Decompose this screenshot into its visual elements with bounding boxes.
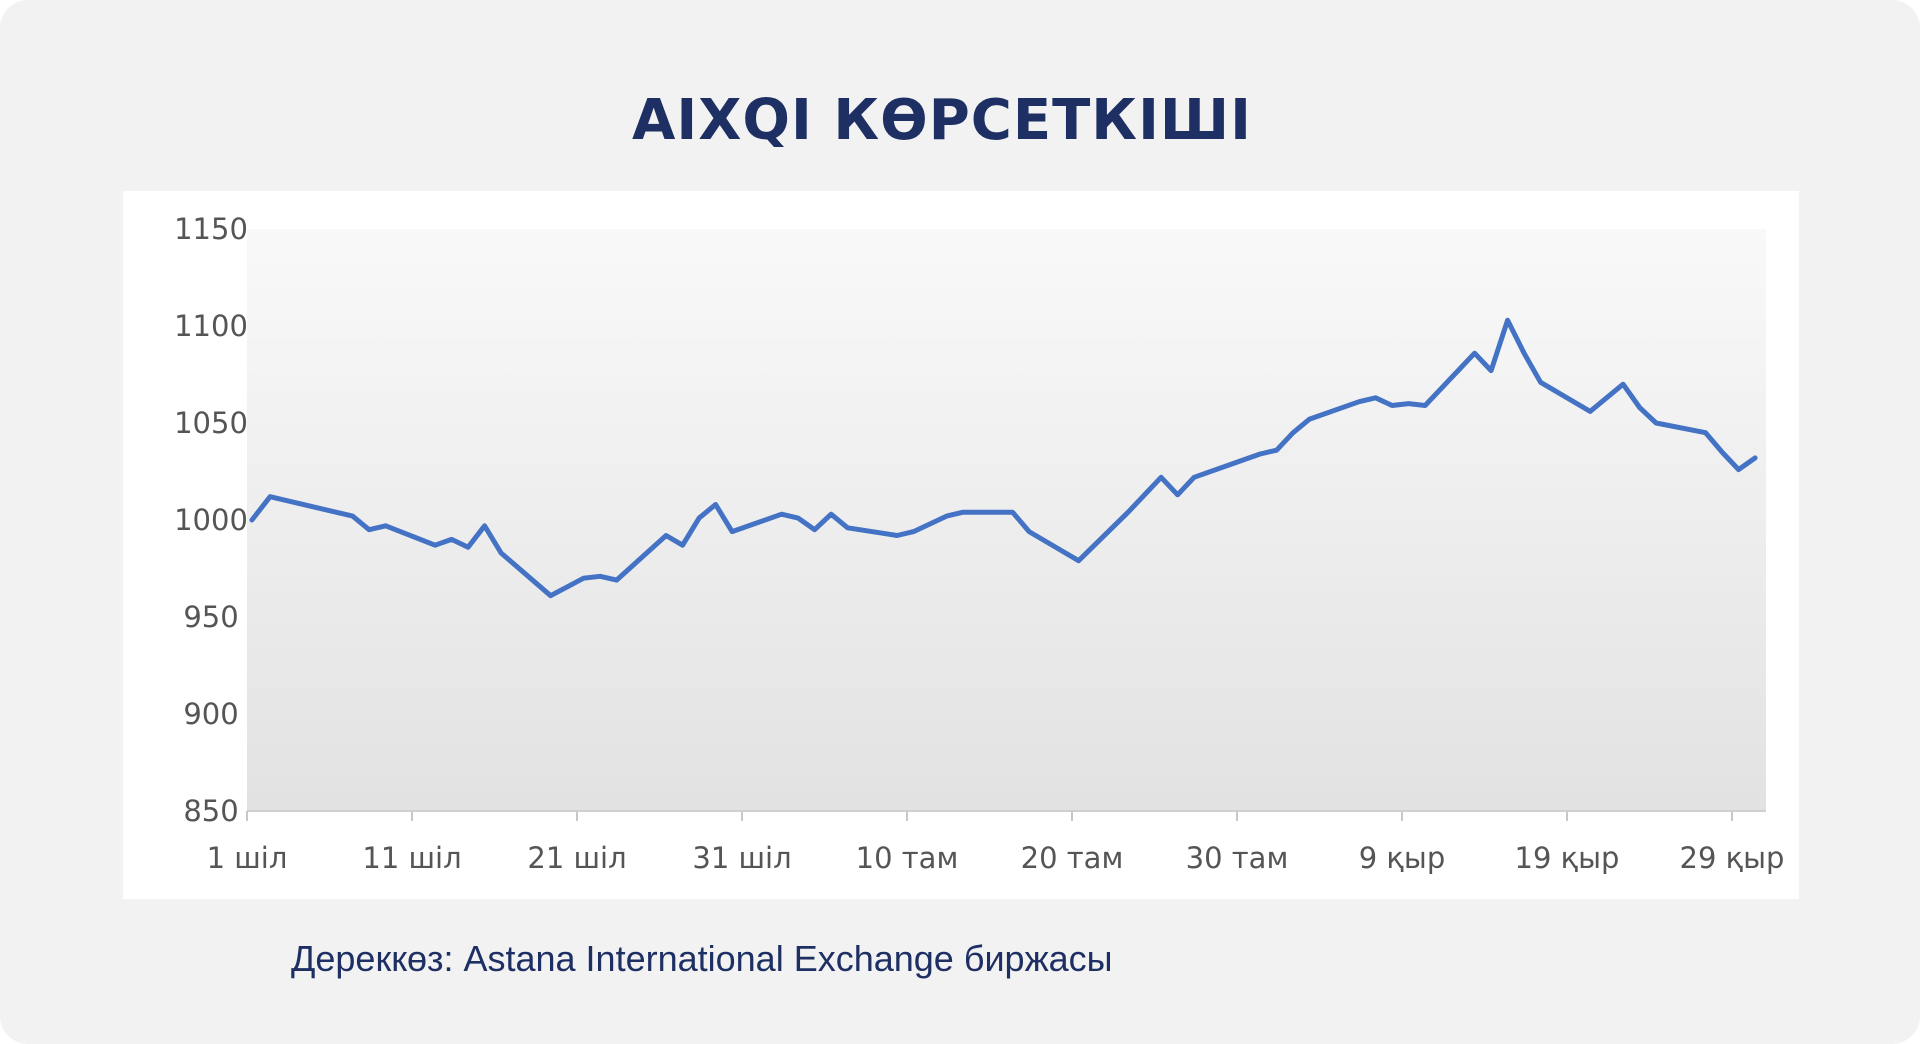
- y-tick-label: 1000: [174, 503, 248, 537]
- y-tick-label: 950: [183, 600, 238, 634]
- series-line: [249, 317, 1758, 599]
- x-tick-label: 21 шіл: [527, 841, 626, 875]
- source-note: Дереккөз: Astana International Exchange …: [291, 938, 1113, 979]
- series-group: [249, 317, 1758, 599]
- x-tick-label: 19 қыр: [1515, 841, 1620, 875]
- x-tick-label: 9 қыр: [1359, 841, 1446, 875]
- x-axis: 1 шіл 11 шіл 21 шіл 31 шіл 10 там 20 там 30 та…: [207, 810, 1785, 875]
- y-tick-label: 1050: [174, 406, 248, 440]
- y-tick-label: 900: [183, 697, 238, 731]
- x-tick-label: 10 там: [856, 841, 959, 875]
- x-tick-label: 31 шіл: [692, 841, 791, 875]
- chart-area: 850 900 950 1000 1050 1100 1150 1 шіл 11 шіл 21 …: [123, 191, 1799, 899]
- line-chart: 850 900 950 1000 1050 1100 1150 1 шіл 11 шіл 21 …: [174, 212, 1785, 875]
- y-tick-label: 1100: [174, 309, 248, 343]
- x-tick-label: 20 там: [1021, 841, 1124, 875]
- x-tick-label: 29 қыр: [1680, 841, 1785, 875]
- y-tick-label: 1150: [174, 212, 248, 246]
- x-tick-label: 30 там: [1186, 841, 1289, 875]
- chart-title: AIXQI КӨРСЕТКІШІ: [632, 88, 1252, 153]
- y-axis: 850 900 950 1000 1050 1100 1150: [174, 212, 248, 828]
- x-tick-label: 1 шіл: [207, 841, 288, 875]
- x-tick-label: 11 шіл: [362, 841, 461, 875]
- y-tick-label: 850: [183, 794, 238, 828]
- plot-background: [247, 229, 1766, 811]
